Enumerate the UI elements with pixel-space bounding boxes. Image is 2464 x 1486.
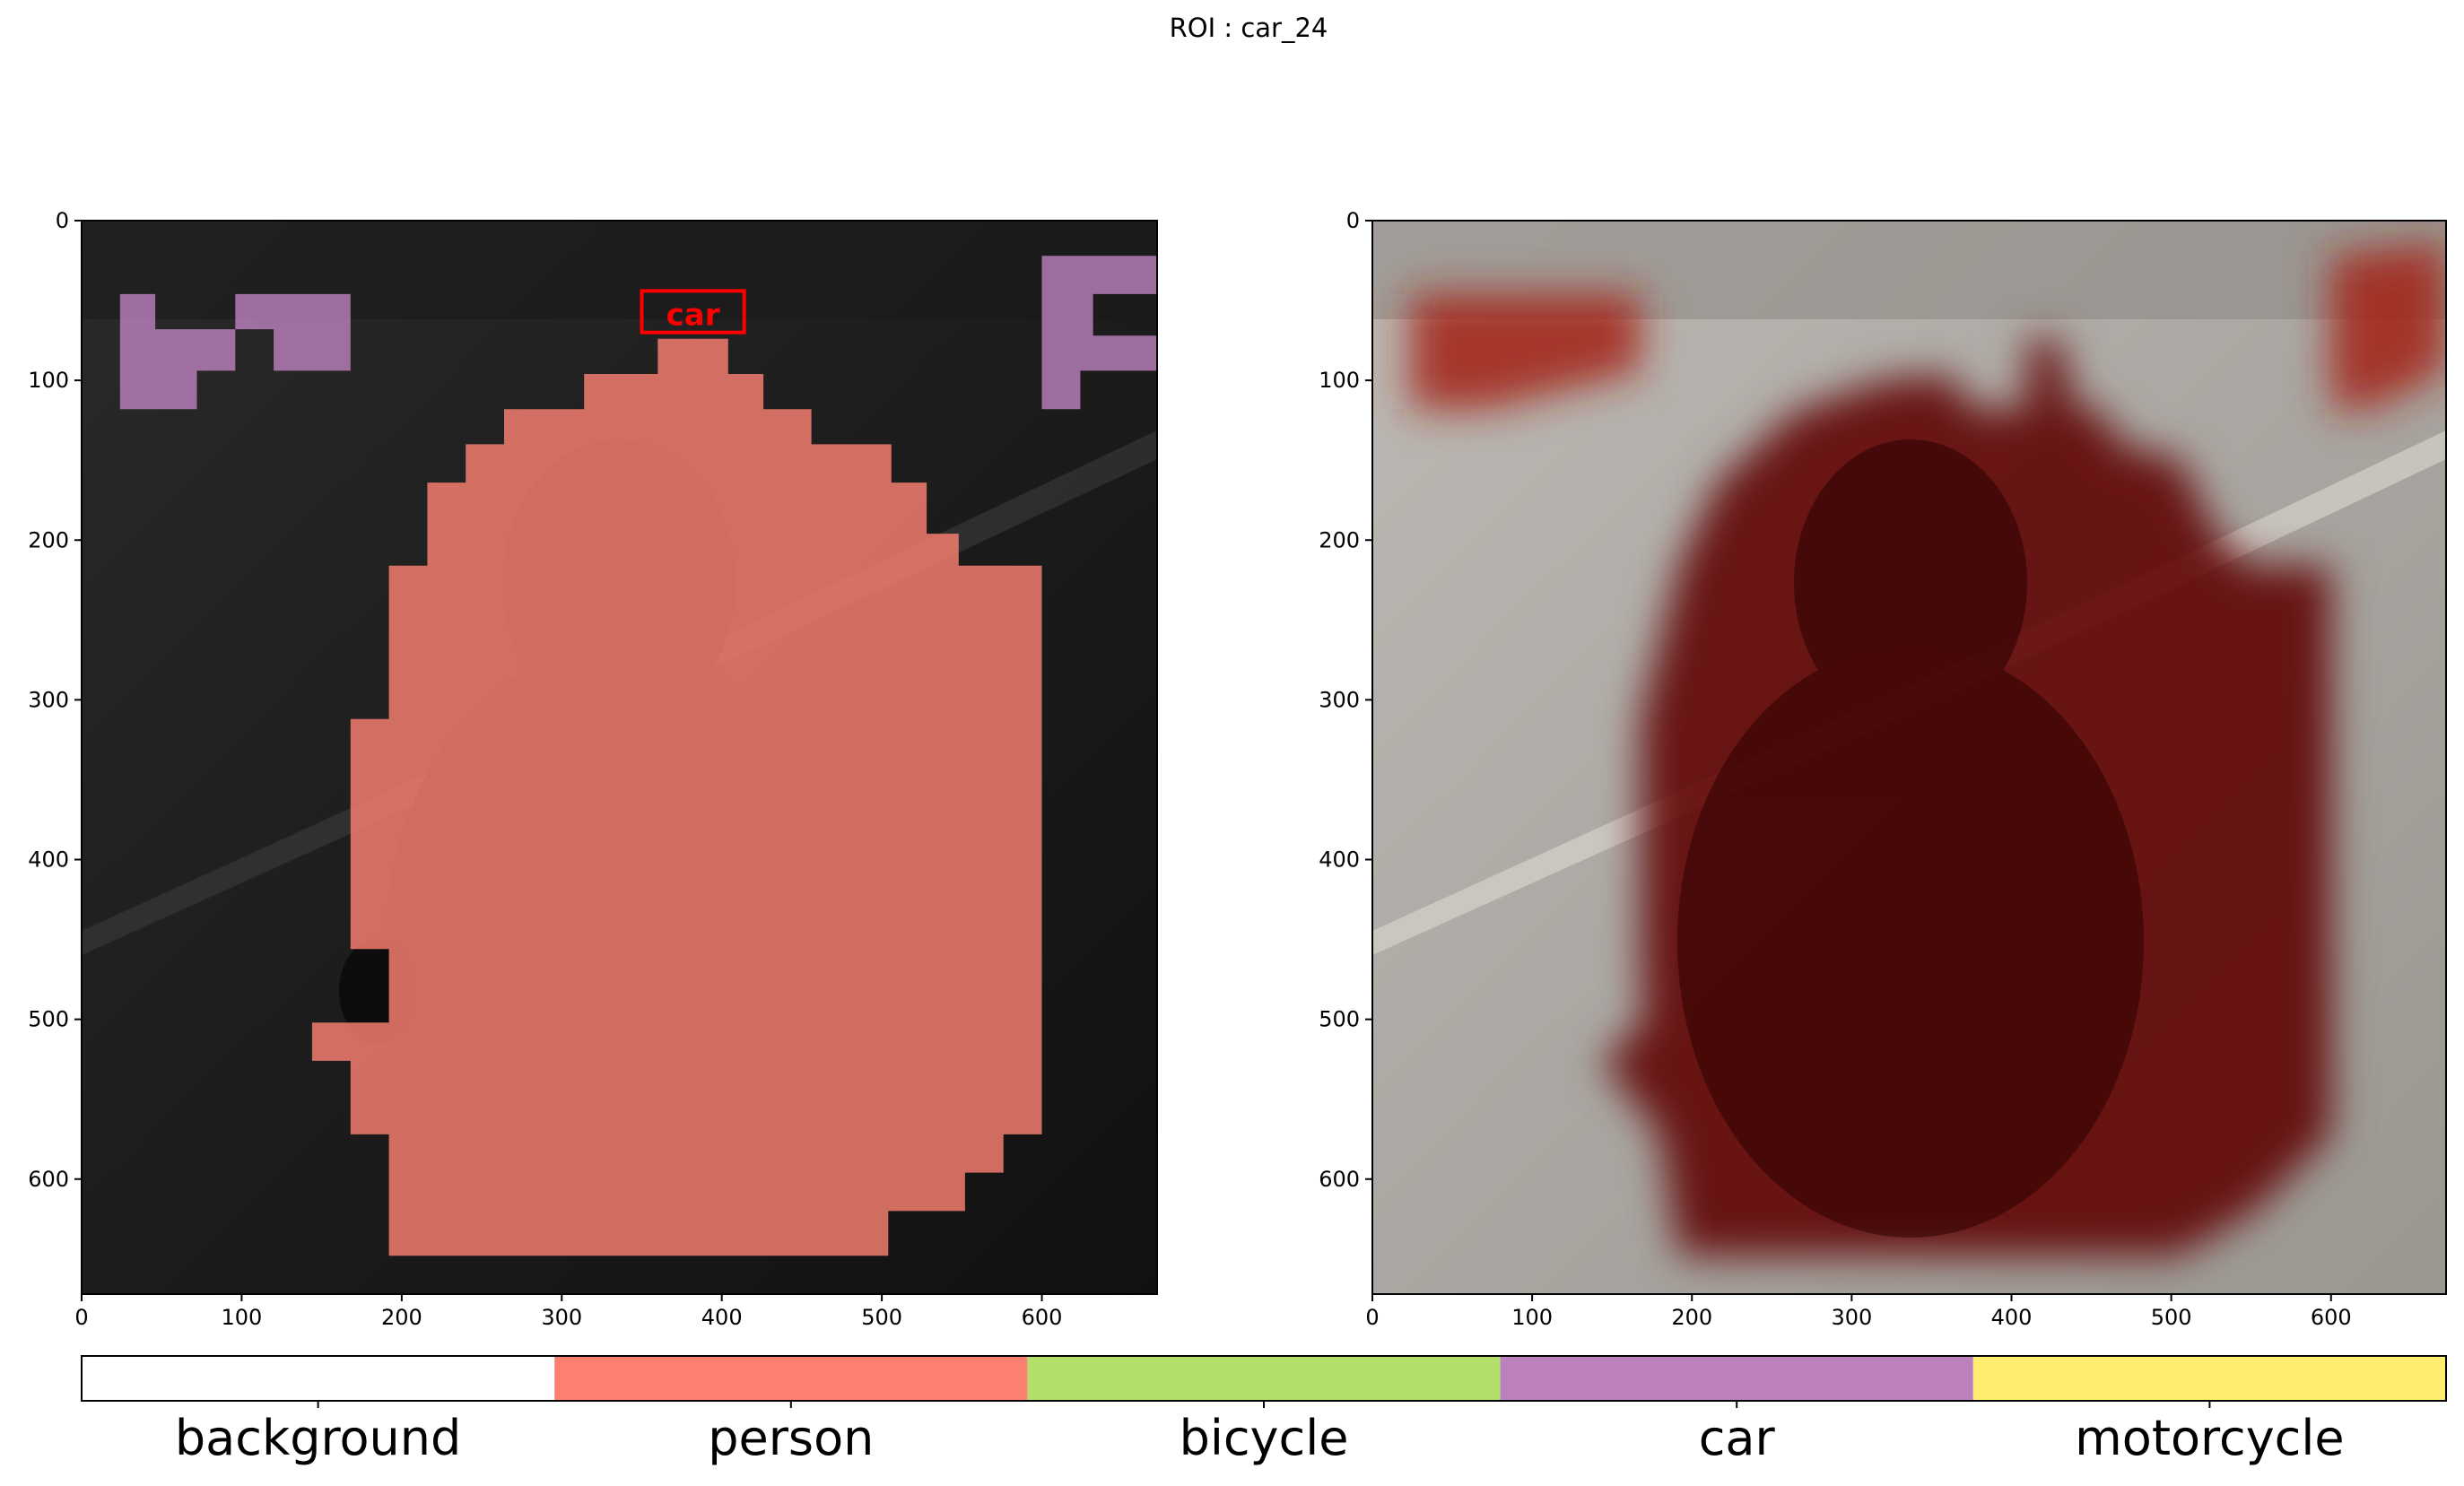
mask-xtick-label: 0	[74, 1305, 88, 1330]
attention-ytick-label: 500	[1319, 1007, 1360, 1032]
mask-panel: car 0 100 200 300 400 500 600 0 100 200 300 400 500 6…	[28, 208, 1158, 1330]
mask-ytick-label: 300	[28, 687, 69, 712]
car-annotation-rect	[640, 289, 746, 335]
attention-ytick-label: 400	[1319, 847, 1360, 873]
attention-ytick-label: 600	[1319, 1167, 1360, 1192]
colorbar-cell-motorcycle	[1972, 1356, 2446, 1401]
mask-axes-frame	[81, 220, 1158, 1295]
attention-ytick-label: 300	[1319, 687, 1360, 712]
mask-xtick-label: 200	[381, 1305, 422, 1330]
mask-axis-ticks: 0 100 200 300 400 500 600 0 100 200 300 400 500 600	[28, 208, 1062, 1330]
mask-xtick-label: 500	[861, 1305, 902, 1330]
attention-xtick-label: 100	[1511, 1305, 1553, 1330]
figure-title: ROI : car_24	[1170, 13, 1328, 43]
mask-xtick-label: 100	[222, 1305, 263, 1330]
colorbar-label-motorcycle: motorcycle	[2075, 1410, 2344, 1466]
colorbar-label-person: person	[708, 1410, 874, 1466]
attention-xtick-label: 200	[1671, 1305, 1712, 1330]
attention-ytick-label: 0	[1346, 208, 1360, 233]
colorbar-label-background: background	[175, 1410, 461, 1466]
attention-xtick-label: 400	[1991, 1305, 2033, 1330]
attention-axis-ticks: 0 100 200 300 400 500 600 0 100 200 300 400 500 600	[1319, 208, 2351, 1330]
attention-region-2	[2330, 242, 2446, 410]
mask-xtick-label: 400	[701, 1305, 743, 1330]
mask-regions	[119, 256, 1157, 1256]
attention-xtick-label: 0	[1365, 1305, 1379, 1330]
colorbar-cell-background	[82, 1356, 555, 1401]
attention-person-detail	[1677, 439, 2144, 1238]
car-annotation-box: car	[640, 289, 746, 335]
mask-region-car-2	[1041, 256, 1157, 410]
class-colorbar: background person bicycle car motorcycle	[81, 1355, 2447, 1466]
colorbar-cells	[82, 1356, 2446, 1401]
mask-ytick-label: 0	[56, 208, 69, 233]
car-annotation-label: car	[666, 298, 720, 334]
attention-region-1	[1410, 293, 1641, 410]
mask-ytick-label: 100	[28, 368, 69, 393]
mask-ytick-label: 600	[28, 1167, 69, 1192]
mask-region-car-1	[119, 293, 351, 410]
attention-xtick-label: 300	[1831, 1305, 1872, 1330]
attention-ytick-label: 200	[1319, 527, 1360, 552]
mask-ytick-label: 400	[28, 847, 69, 873]
colorbar-labels: background person bicycle car motorcycle	[175, 1401, 2345, 1466]
mask-xtick-label: 300	[541, 1305, 582, 1330]
colorbar-cell-person	[554, 1356, 1028, 1401]
attention-panel: 0 100 200 300 400 500 600 0 100 200 300 400 500 600	[1319, 208, 2447, 1330]
attention-xtick-label: 600	[2311, 1305, 2352, 1330]
attention-ytick-label: 100	[1319, 368, 1360, 393]
colorbar-label-bicycle: bicycle	[1180, 1410, 1349, 1466]
colorbar-cell-bicycle	[1027, 1356, 1501, 1401]
mask-ytick-label: 200	[28, 527, 69, 552]
attention-axes-frame	[1371, 220, 2447, 1295]
colorbar-cell-car	[1500, 1356, 1973, 1401]
mask-xtick-label: 600	[1022, 1305, 1063, 1330]
attention-xtick-label: 500	[2151, 1305, 2192, 1330]
mask-ytick-label: 500	[28, 1007, 69, 1032]
mask-region-person-0	[311, 338, 1042, 1256]
colorbar-label-car: car	[1699, 1410, 1776, 1466]
